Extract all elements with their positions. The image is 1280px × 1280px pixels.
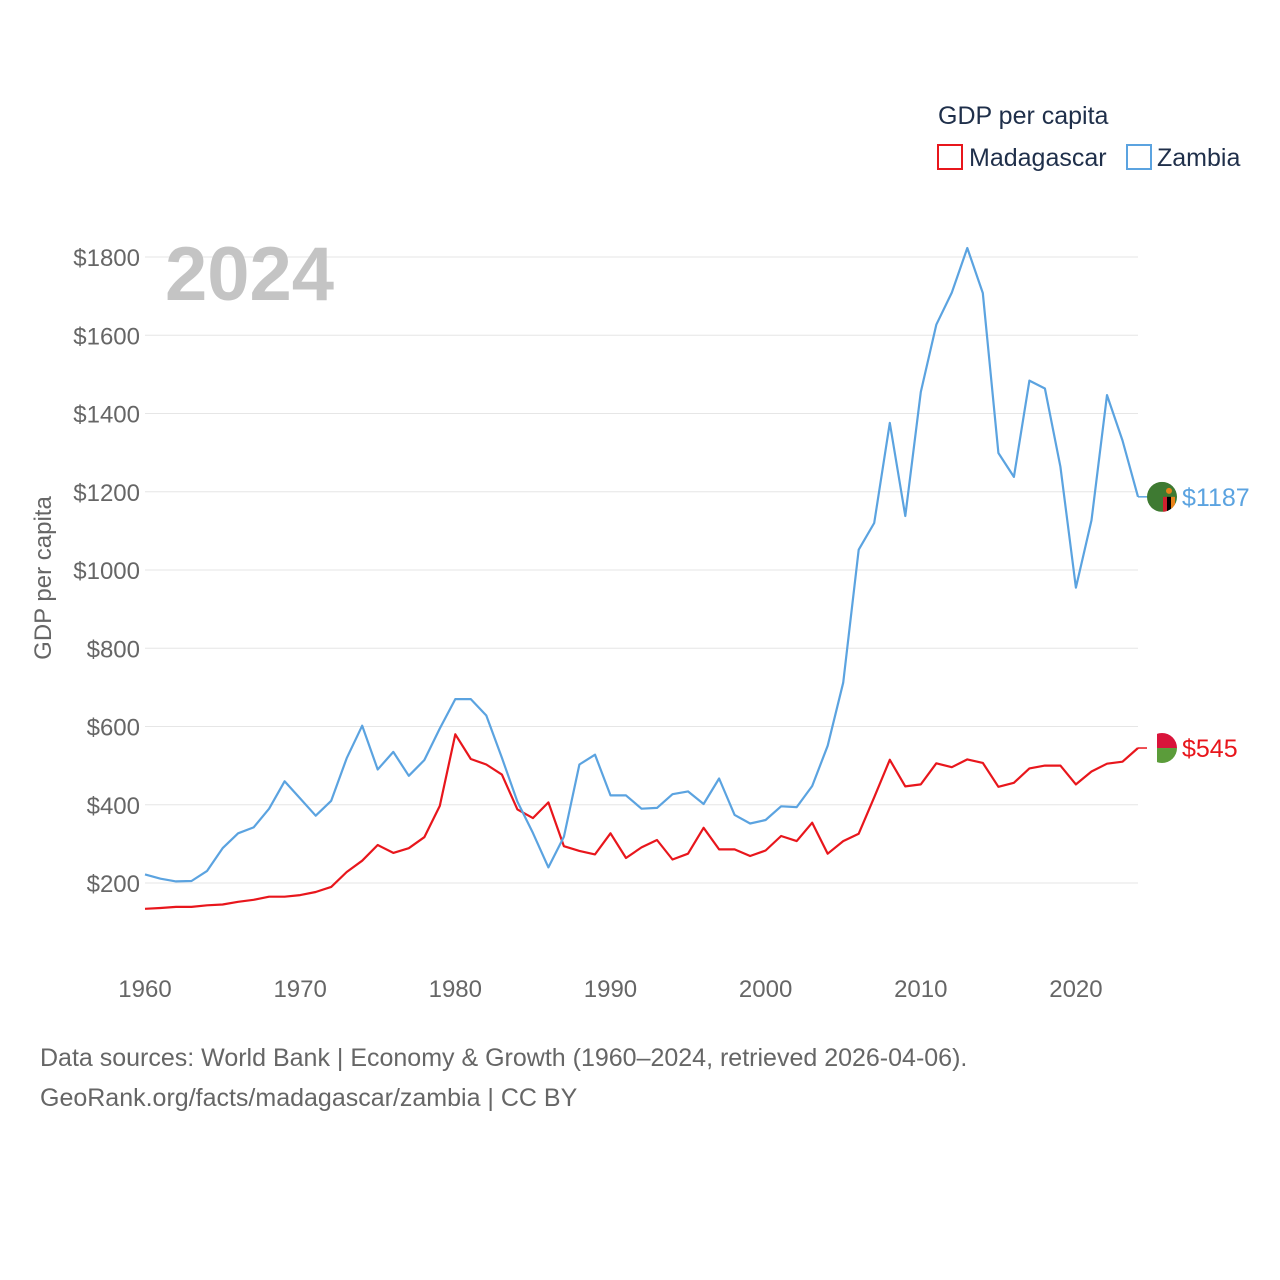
y-tick-label: $400 bbox=[87, 793, 140, 820]
y-tick-label: $1000 bbox=[73, 558, 140, 585]
y-tick-label: $1800 bbox=[73, 245, 140, 272]
legend-swatch-madagascar bbox=[937, 144, 963, 170]
flag-icon-zambia bbox=[1147, 481, 1177, 512]
flag-icon-madagascar bbox=[1147, 733, 1177, 764]
x-tick-label: 1980 bbox=[429, 976, 482, 1003]
x-tick-label: 1960 bbox=[118, 976, 171, 1003]
legend-swatch-zambia bbox=[1126, 144, 1152, 170]
footer-sources: Data sources: World Bank | Economy & Gro… bbox=[40, 1044, 968, 1072]
x-tick-label: 2010 bbox=[894, 976, 947, 1003]
end-value-label-zambia: $1187 bbox=[1182, 484, 1250, 512]
legend: GDP per capita Madagascar Zambia bbox=[937, 102, 1240, 172]
x-tick-label: 2000 bbox=[739, 976, 792, 1003]
y-tick-label: $1200 bbox=[73, 480, 140, 507]
y-axis-ticks: $200 $400 $600 $800 $1000 $1200 $1400 $1600 $180… bbox=[73, 245, 140, 898]
end-value-label-madagascar: $545 bbox=[1182, 735, 1238, 763]
x-tick-label: 1990 bbox=[584, 976, 637, 1003]
series-line-zambia bbox=[144, 246, 1140, 883]
x-axis-ticks: 1960 1970 1980 1990 2000 2010 2020 bbox=[118, 976, 1102, 1003]
gdp-line-chart: $200 $400 $600 $800 $1000 $1200 $1400 $1600 $180… bbox=[30, 102, 1250, 1003]
year-watermark: 2024 bbox=[165, 232, 334, 317]
x-tick-label: 1970 bbox=[273, 976, 326, 1003]
y-tick-label: $600 bbox=[87, 715, 140, 742]
y-tick-label: $800 bbox=[87, 636, 140, 663]
footer-attribution[interactable]: GeoRank.org/facts/madagascar/zambia | CC… bbox=[40, 1084, 578, 1112]
legend-label-zambia: Zambia bbox=[1157, 144, 1240, 172]
y-tick-label: $1400 bbox=[73, 402, 140, 429]
x-tick-label: 2020 bbox=[1049, 976, 1102, 1003]
gridlines bbox=[145, 256, 1138, 884]
y-tick-label: $200 bbox=[87, 871, 140, 898]
series-lines bbox=[144, 246, 1140, 910]
series-end-markers: $545 $1187 bbox=[1138, 481, 1250, 764]
y-tick-label: $1600 bbox=[73, 323, 140, 350]
y-axis-title: GDP per capita bbox=[30, 496, 57, 660]
legend-title: GDP per capita bbox=[938, 102, 1109, 130]
series-line-madagascar bbox=[144, 733, 1139, 910]
legend-label-madagascar: Madagascar bbox=[969, 144, 1107, 172]
